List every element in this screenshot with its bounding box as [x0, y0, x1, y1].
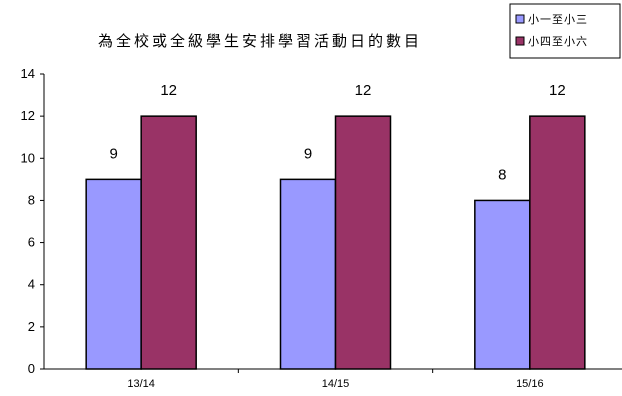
data-label: 8: [498, 166, 506, 183]
legend-box: [509, 3, 621, 59]
chart-title: 為全校或全級學生安排學習活動日的數目: [98, 32, 422, 50]
category-labels: 13/14 14/15 15/16: [127, 378, 543, 390]
data-label: 12: [355, 82, 372, 99]
bar-15/16-series-1: [474, 199, 531, 370]
y-ticks: 0 2 4 6 8 10 12 14: [21, 66, 44, 376]
y-tick-label: 14: [21, 66, 35, 81]
x-category-label: 14/15: [322, 378, 350, 390]
value-labels: 9 12 9 12 8 12: [109, 82, 565, 183]
y-tick-label: 12: [21, 108, 35, 123]
legend-swatch-grade-4-6: [515, 36, 525, 46]
data-label: 12: [160, 82, 177, 99]
data-label: 12: [549, 82, 566, 99]
bar-13/14-series-2: [140, 115, 197, 370]
y-tick-label: 0: [28, 361, 35, 376]
x-ticks: [237, 369, 434, 373]
x-category-label: 13/14: [127, 378, 155, 390]
bar-15/16-series-2: [529, 115, 586, 370]
y-tick-label: 10: [21, 150, 35, 165]
bar-14/15-series-1: [279, 178, 337, 370]
bar-13/14-series-1: [85, 178, 142, 370]
legend-swatch-grade-1-3: [515, 14, 525, 24]
y-tick-label: 6: [28, 235, 35, 250]
legend-label-grade-4-6: 小四至小六: [528, 35, 588, 48]
legend-label-grade-1-3: 小一至小三: [528, 13, 588, 26]
bar-14/15-series-2: [334, 115, 392, 370]
x-category-label: 15/16: [516, 378, 544, 390]
y-tick-label: 8: [28, 192, 35, 207]
data-label: 9: [304, 145, 312, 162]
data-label: 9: [109, 145, 117, 162]
y-tick-label: 2: [28, 319, 35, 334]
legend: 小一至小三 小四至小六: [509, 3, 621, 59]
bars: [85, 115, 586, 370]
y-tick-label: 4: [28, 277, 35, 292]
